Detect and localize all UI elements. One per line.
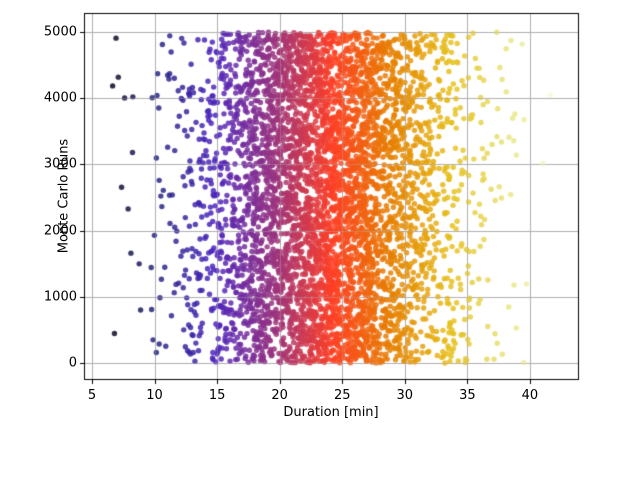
y-tick-label: 5000 (43, 24, 77, 40)
y-tick-label: 1000 (43, 289, 77, 305)
y-tick-label: 3000 (43, 156, 77, 172)
x-tick-label: 25 (333, 388, 351, 403)
x-tick-label: 35 (459, 388, 476, 403)
x-tick-label: 40 (521, 388, 539, 403)
x-tick-label: 10 (146, 388, 163, 403)
y-tick-label: 0 (68, 355, 77, 371)
x-tick-label: 15 (208, 388, 226, 403)
y-tick-label: 2000 (43, 223, 77, 239)
x-tick-label: 5 (87, 388, 97, 403)
y-tick-label: 4000 (43, 90, 77, 106)
x-tick-label: 20 (271, 388, 288, 403)
x-tick-label: 30 (396, 388, 414, 403)
x-axis-label: Duration [min] (283, 405, 379, 420)
